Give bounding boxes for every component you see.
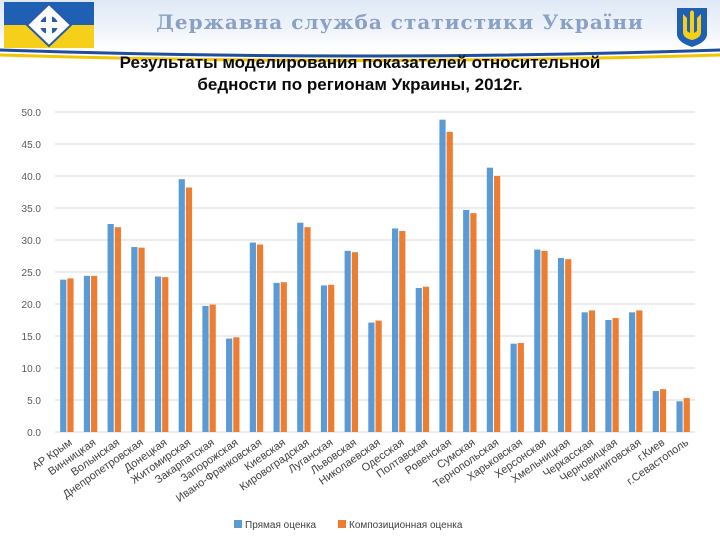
- bar-direct: [368, 322, 375, 432]
- y-tick-label: 5.0: [27, 396, 41, 407]
- bar-direct: [557, 257, 565, 432]
- y-tick-label: 10.0: [22, 364, 42, 375]
- bar-composite: [233, 337, 240, 432]
- y-tick-label: 50.0: [22, 108, 42, 119]
- chart-title: Результаты моделирования показателей отн…: [60, 52, 660, 96]
- bar-composite: [114, 227, 121, 432]
- bar-direct: [463, 209, 470, 432]
- bar-composite: [67, 278, 74, 432]
- bar-composite: [209, 304, 216, 432]
- bar-composite: [351, 252, 358, 432]
- bar-composite: [636, 310, 643, 432]
- x-axis-ticks: АР КрымВинницкаяВолынскаяДнепропетровска…: [30, 436, 691, 504]
- y-axis-ticks: 0.0 5.0 10.0 15.0 20.0 25.0 30.0 35.0 40.0 45.0 50…: [22, 108, 42, 439]
- y-tick-label: 20.0: [22, 300, 42, 311]
- legend-label: Композиционная оценка: [349, 520, 463, 531]
- legend-label: Прямая оценка: [245, 520, 317, 531]
- bar-composite: [683, 398, 690, 432]
- bar-direct: [273, 282, 280, 432]
- decorative-stripe: [0, 48, 720, 62]
- y-tick-label: 15.0: [22, 332, 42, 343]
- bar-direct: [226, 338, 233, 432]
- chart-title-line-2: бедности по регионам Украины, 2012г.: [197, 75, 523, 94]
- bar-direct: [249, 242, 256, 432]
- legend-swatch: [338, 520, 346, 528]
- bar-composite: [446, 131, 453, 432]
- bar-direct: [415, 288, 422, 432]
- bar-direct: [297, 222, 304, 432]
- bar-composite: [588, 310, 596, 432]
- y-tick-label: 25.0: [22, 268, 42, 279]
- bar-composite: [185, 187, 193, 432]
- y-tick-label: 45.0: [22, 140, 42, 151]
- ukrstat-logo-icon: [4, 2, 94, 48]
- y-tick-label: 40.0: [22, 172, 42, 183]
- bar-composite: [256, 244, 264, 432]
- bar-direct: [344, 250, 351, 432]
- bar-composite: [280, 282, 287, 432]
- bar-composite: [612, 318, 619, 432]
- header-bar: Державна служба статистики України: [0, 0, 720, 50]
- agency-title: Державна служба статистики України: [156, 10, 644, 34]
- bar-direct: [439, 119, 446, 433]
- bar-direct: [107, 224, 114, 432]
- y-tick-label: 35.0: [22, 204, 42, 215]
- bar-composite: [304, 227, 311, 432]
- bar-direct: [534, 249, 541, 432]
- chart-title-line-1: Результаты моделирования показателей отн…: [119, 53, 601, 72]
- bar-direct: [154, 276, 162, 432]
- bar-composite: [517, 343, 524, 432]
- bar-composite: [659, 389, 667, 432]
- trident-emblem-icon: [677, 8, 707, 47]
- legend-swatch: [234, 520, 242, 528]
- bar-chart: 0.0 5.0 10.0 15.0 20.0 25.0 30.0 35.0 40.0 45.0 50…: [22, 108, 695, 531]
- bar-direct: [60, 279, 67, 432]
- bar-direct: [581, 312, 588, 432]
- bar-composite: [565, 259, 572, 432]
- bar-composite: [494, 176, 501, 432]
- bar-direct: [131, 247, 138, 432]
- bar-direct: [83, 275, 91, 432]
- bar-direct: [652, 391, 659, 432]
- bar-direct: [392, 228, 399, 432]
- bar-composite: [138, 247, 145, 432]
- bar-composite: [541, 250, 548, 432]
- bars: [60, 119, 690, 433]
- bar-direct: [486, 167, 494, 432]
- y-tick-label: 30.0: [22, 236, 42, 247]
- bar-direct: [202, 305, 209, 432]
- bar-composite: [470, 213, 477, 432]
- bar-composite: [375, 320, 382, 432]
- bar-composite: [399, 231, 406, 432]
- legend: Прямая оценка Композиционная оценка: [234, 520, 463, 531]
- bar-direct: [510, 343, 517, 432]
- y-tick-label: 0.0: [27, 428, 41, 439]
- bar-composite: [91, 275, 98, 432]
- bar-direct: [629, 312, 636, 432]
- bar-composite: [328, 284, 335, 432]
- bar-direct: [320, 285, 328, 432]
- bar-direct: [178, 179, 185, 432]
- bar-composite: [422, 286, 430, 432]
- bar-direct: [605, 320, 612, 432]
- bar-composite: [162, 277, 169, 432]
- bar-direct: [676, 401, 683, 432]
- grid-lines: [55, 111, 695, 433]
